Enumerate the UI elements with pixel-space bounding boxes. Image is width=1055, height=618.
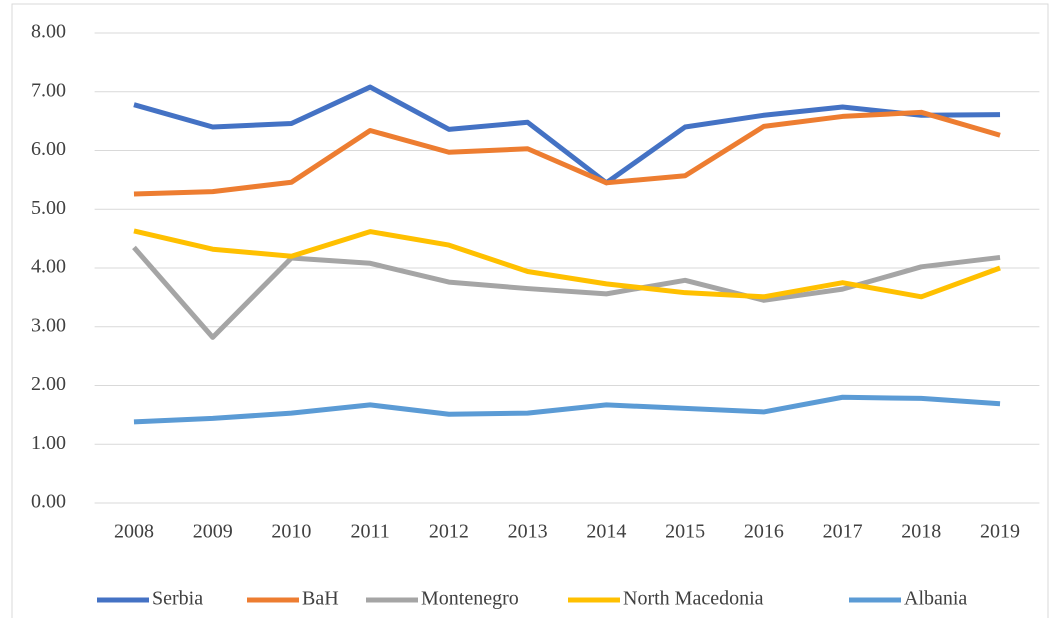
- x-tick-label: 2012: [429, 521, 469, 543]
- y-tick-label: 8.00: [31, 21, 66, 43]
- x-tick-label: 2018: [901, 521, 941, 543]
- legend-label: Montenegro: [421, 588, 519, 610]
- y-tick-label: 1.00: [31, 432, 66, 454]
- legend-label: Serbia: [152, 588, 203, 610]
- y-tick-label: 7.00: [31, 79, 66, 101]
- y-tick-label: 5.00: [31, 197, 66, 219]
- y-tick-label: 2.00: [31, 373, 66, 395]
- chart-frame: [11, 3, 1049, 618]
- y-tick-label: 3.00: [31, 314, 66, 336]
- x-tick-label: 2019: [980, 521, 1020, 543]
- series-line: [133, 228, 1001, 300]
- x-tick-label: 2010: [271, 521, 311, 543]
- x-tick-label: 2016: [744, 521, 784, 543]
- series-line: [133, 394, 1001, 425]
- x-tick-label: 2014: [586, 521, 626, 543]
- x-tick-label: 2011: [351, 521, 390, 543]
- legend-label: BaH: [302, 588, 339, 610]
- x-tick-label: 2008: [114, 521, 154, 543]
- x-tick-label: 2015: [665, 521, 705, 543]
- x-tick-label: 2013: [508, 521, 548, 543]
- series-line: [133, 84, 1001, 186]
- y-tick-label: 0.00: [31, 491, 66, 513]
- legend-label: Albania: [904, 588, 967, 610]
- legend-label: North Macedonia: [623, 588, 764, 610]
- y-tick-label: 6.00: [31, 138, 66, 160]
- x-tick-label: 2017: [823, 521, 863, 543]
- series-line: [133, 109, 1001, 197]
- x-tick-label: 2009: [193, 521, 233, 543]
- series-line: [132, 245, 1001, 340]
- y-tick-label: 4.00: [31, 256, 66, 278]
